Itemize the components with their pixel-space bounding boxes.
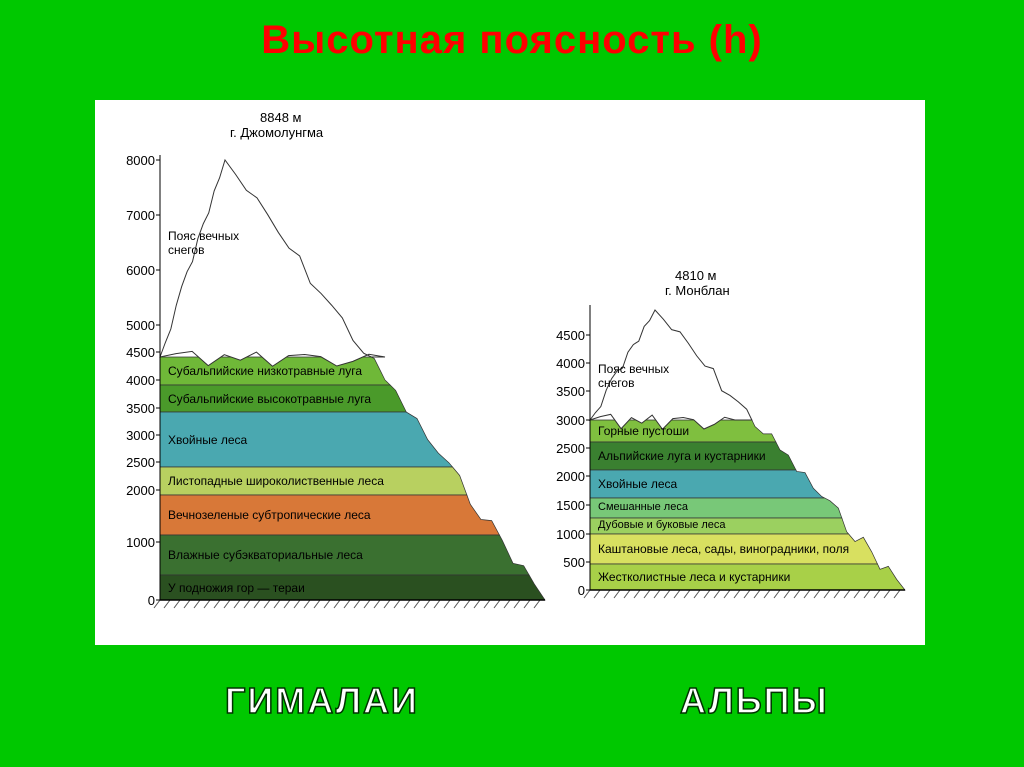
snow-zone — [160, 160, 385, 366]
zone-label: Субальпийские низкотравные луга — [168, 364, 362, 378]
axis-tick: 4000 — [105, 373, 155, 388]
axis-tick: 5000 — [105, 318, 155, 333]
zone-label: Альпийские луга и кустарники — [598, 449, 766, 463]
zone-label: У подножия гор — тераи — [168, 581, 305, 595]
axis-tick: 1000 — [105, 535, 155, 550]
zone-label: Смешанные леса — [598, 501, 688, 513]
axis-tick: 4000 — [535, 356, 585, 371]
axis-tick: 3000 — [105, 428, 155, 443]
axis-tick: 4500 — [105, 345, 155, 360]
axis-tick: 3500 — [535, 384, 585, 399]
zone-label: Хвойные леса — [168, 433, 247, 447]
axis-tick: 2500 — [535, 441, 585, 456]
zone-label: Каштановые леса, сады, виноградники, пол… — [598, 542, 849, 556]
snow-zone-label: Пояс вечных снегов — [168, 229, 278, 257]
zone-label: Хвойные леса — [598, 477, 677, 491]
zone-label: Влажные субэкваториальные леса — [168, 548, 363, 562]
slide-title: Высотная поясность (h) — [0, 0, 1024, 63]
axis-tick: 1500 — [535, 498, 585, 513]
axis-tick: 500 — [535, 555, 585, 570]
snow-zone-label: Пояс вечных снегов — [598, 362, 708, 390]
zone-label: Горные пустоши — [598, 424, 689, 438]
axis-tick: 0 — [535, 583, 585, 598]
alps-footer: АЛЬПЫ — [680, 680, 829, 722]
zone-label: Субальпийские высокотравные луга — [168, 392, 371, 406]
himalaya-diagram: 8848 м г. Джомолунгма 800070006000500045… — [105, 130, 555, 620]
zone-label: Вечнозеленые субтропические леса — [168, 508, 371, 522]
zone-label: Дубовые и буковые леса — [598, 519, 726, 531]
axis-tick: 7000 — [105, 208, 155, 223]
axis-tick: 3000 — [535, 413, 585, 428]
axis-tick: 6000 — [105, 263, 155, 278]
chart-panel: 8848 м г. Джомолунгма 800070006000500045… — [95, 100, 925, 645]
axis-tick: 4500 — [535, 328, 585, 343]
alps-diagram: 4810 м г. Монблан 4500400035003000250020… — [535, 130, 925, 620]
axis-tick: 1000 — [535, 527, 585, 542]
axis-tick: 2500 — [105, 455, 155, 470]
zone-label: Листопадные широколиственные леса — [168, 474, 384, 488]
axis-tick: 0 — [105, 593, 155, 608]
axis-tick: 2000 — [535, 469, 585, 484]
zone-label: Жестколистные леса и кустарники — [598, 570, 790, 584]
axis-tick: 3500 — [105, 401, 155, 416]
axis-tick: 2000 — [105, 483, 155, 498]
axis-tick: 8000 — [105, 153, 155, 168]
himalaya-footer: ГИМАЛАИ — [225, 680, 419, 722]
